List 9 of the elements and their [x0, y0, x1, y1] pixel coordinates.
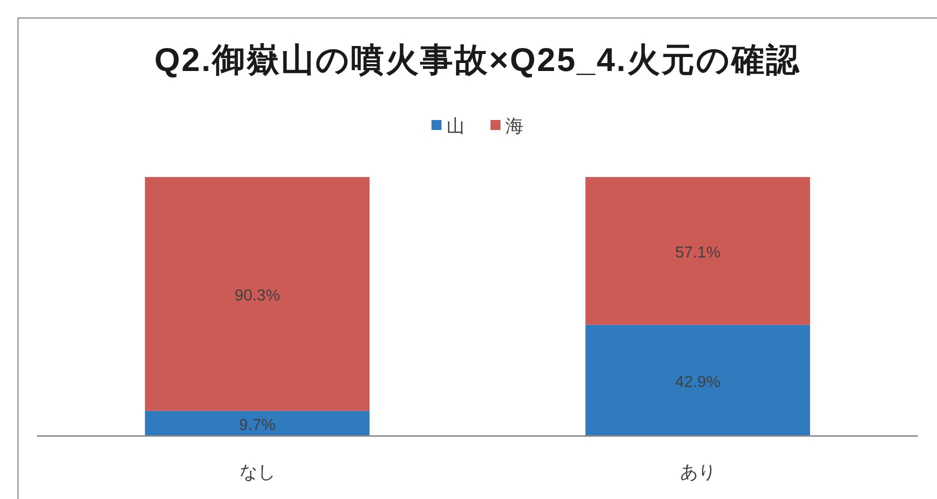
data-label: 42.9% [675, 374, 720, 391]
x-tick-label: なし [239, 462, 276, 482]
data-label: 9.7% [239, 416, 276, 434]
chart-title: Q2.御嶽山の噴火事故×Q25_4.火元の確認 [154, 41, 801, 78]
x-tick-label: あり [680, 462, 716, 482]
legend-label: 海 [506, 116, 524, 136]
data-label: 57.1% [675, 244, 720, 262]
data-label: 90.3% [234, 287, 280, 304]
legend-label: 山 [446, 116, 464, 136]
